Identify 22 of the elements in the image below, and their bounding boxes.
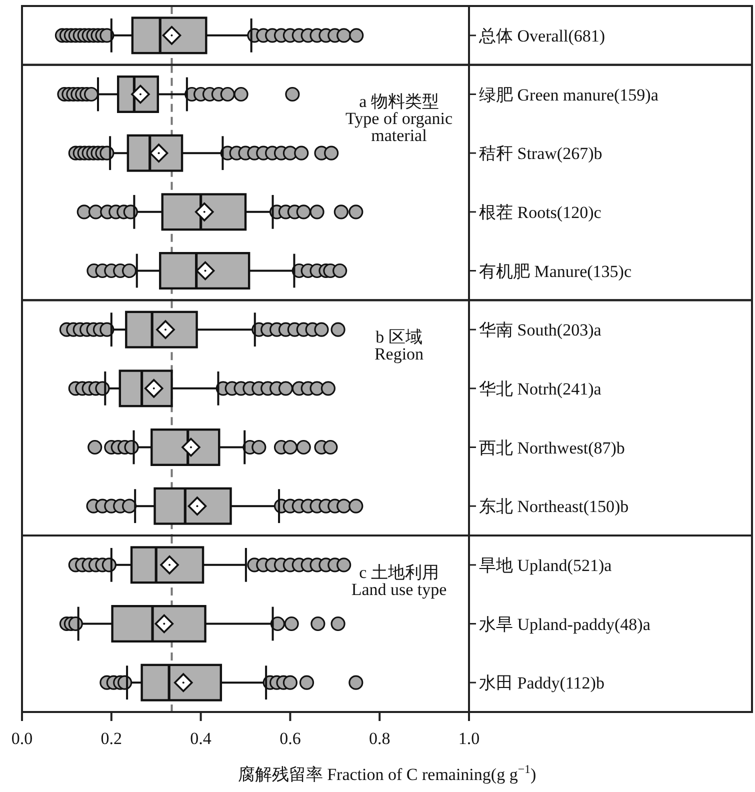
- y-tick-label: 东北 Northeast(150)b: [479, 497, 629, 516]
- x-tick-label: 1.0: [458, 729, 480, 748]
- annotation: b 区域 Region: [374, 328, 424, 364]
- annotation: c 土地利用 Land use type: [351, 562, 447, 599]
- y-tick-label: 总体 Overall(681): [478, 26, 606, 46]
- y-tick-label: 有机肥 Manure(135)c: [479, 262, 632, 281]
- x-tick-label: 0.8: [368, 729, 390, 748]
- y-tick-label: 华北 Notrh(241)a: [479, 379, 602, 398]
- y-tick-label: 根茬 Roots(120)c: [479, 202, 602, 222]
- y-tick-label: 华南 South(203)a: [479, 320, 602, 340]
- x-tick-label: 0.4: [190, 729, 212, 748]
- y-tick-label: 绿肥 Green manure(159)a: [479, 85, 659, 104]
- x-tick-label: 0.6: [280, 729, 301, 748]
- y-tick-label: 西北 Northwest(87)b: [479, 438, 625, 458]
- y-tick-label: 旱地 Upland(521)a: [479, 556, 612, 575]
- x-tick-label: 0.0: [11, 729, 33, 748]
- x-tick-label: 0.2: [100, 729, 122, 748]
- y-tick-label: 秸秆 Straw(267)b: [479, 144, 602, 164]
- annotation: a 物料类型 Type of organic material: [345, 92, 453, 146]
- y-tick-label: 水田 Paddy(112)b: [479, 674, 604, 693]
- y-tick-label: 水旱 Upland-paddy(48)a: [479, 614, 651, 634]
- x-axis-title: 腐解残留率 Fraction of C remaining(g g$^{−1}$): [238, 762, 536, 784]
